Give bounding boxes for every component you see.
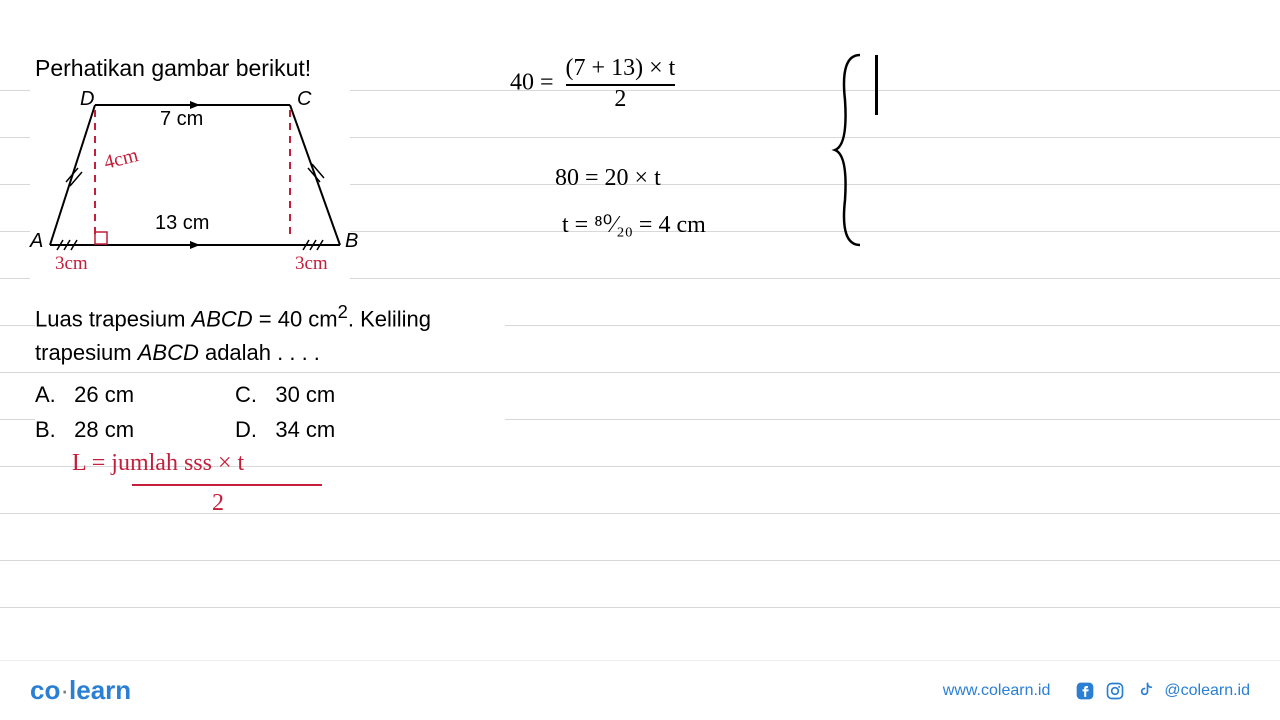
tiktok-icon[interactable] <box>1134 680 1156 702</box>
step1-denominator: 2 <box>566 86 676 113</box>
tally-mark <box>875 55 878 115</box>
bottom-side-label: 13 cm <box>155 212 209 235</box>
work-step1: 40 = (7 + 13) × t 2 <box>510 55 675 113</box>
body-period: . Keliling <box>348 306 431 331</box>
vertex-b: B <box>345 230 358 253</box>
instagram-icon[interactable] <box>1104 680 1126 702</box>
social-handle[interactable]: @colearn.id <box>1164 682 1250 700</box>
step1-lhs: 40 = <box>510 70 554 96</box>
content-area: Perhatikan gambar berikut! <box>0 0 1280 660</box>
formula-fraction-line <box>132 484 322 486</box>
logo-co: co <box>30 675 60 705</box>
option-b: B. 28 cm <box>35 412 235 447</box>
logo-learn: learn <box>69 675 131 705</box>
curly-bracket-icon <box>830 45 890 255</box>
work-step3: t = ⁸⁰⁄₂₀ = 4 cm <box>562 210 706 239</box>
ruled-line <box>0 607 1280 608</box>
ruled-line <box>0 560 1280 561</box>
options-grid: A. 26 cm C. 30 cm B. 28 cm D. 34 cm <box>35 377 505 447</box>
body-sq: 2 <box>338 301 348 322</box>
option-d: D. 34 cm <box>235 412 435 447</box>
formula-area: L = jumlah sss × t 2 <box>72 450 244 477</box>
formula-label: L = jumlah sss × t <box>72 450 244 476</box>
question-body: Luas trapesium ABCD = 40 cm2. Keliling t… <box>35 298 505 371</box>
website-url[interactable]: www.colearn.id <box>943 682 1051 700</box>
left-base-annotation: 3cm <box>55 253 88 275</box>
logo-separator: · <box>60 675 69 705</box>
option-a: A. 26 cm <box>35 377 235 412</box>
body-line2a: trapesium <box>35 340 138 365</box>
vertex-a: A <box>30 230 43 253</box>
formula-denominator: 2 <box>212 490 224 517</box>
question-block: Perhatikan gambar berikut! <box>35 55 505 447</box>
social-icons: @colearn.id <box>1074 680 1250 702</box>
work-step2: 80 = 20 × t <box>555 165 661 192</box>
trapezoid-diagram: D C A B 7 cm 13 cm 4cm 3cm 3cm <box>30 90 350 290</box>
body-eq: = 40 cm <box>253 306 338 331</box>
vertex-d: D <box>80 88 94 111</box>
question-title: Perhatikan gambar berikut! <box>35 55 311 82</box>
vertex-c: C <box>297 88 311 111</box>
step1-numerator: (7 + 13) × t <box>566 55 676 81</box>
option-c: C. 30 cm <box>235 377 435 412</box>
ruled-line <box>0 513 1280 514</box>
facebook-icon[interactable] <box>1074 680 1096 702</box>
footer-right: www.colearn.id @colearn.id <box>943 680 1250 702</box>
footer: co·learn www.colearn.id @colearn.id <box>0 660 1280 720</box>
top-side-label: 7 cm <box>160 108 203 131</box>
logo: co·learn <box>30 675 131 706</box>
body-text: Luas trapesium <box>35 306 192 331</box>
right-base-annotation: 3cm <box>295 253 328 275</box>
body-abcd: ABCD <box>192 306 253 331</box>
body-line2c: adalah . . . . <box>199 340 320 365</box>
body-line2b: ABCD <box>138 340 199 365</box>
